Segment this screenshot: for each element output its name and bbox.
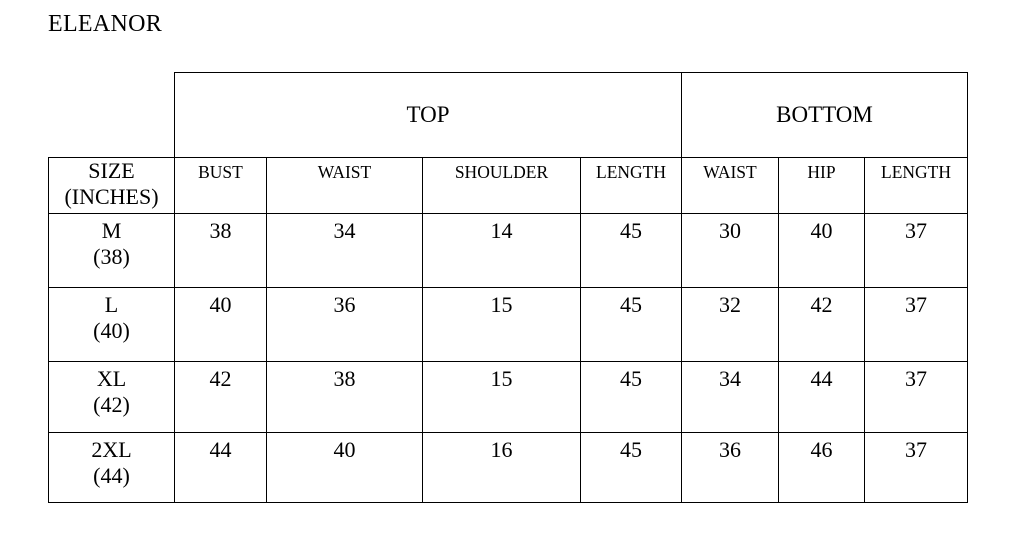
value-cell-top-length: 45 [580,361,682,433]
value-cell-hip: 44 [778,361,865,433]
size-inches: (38) [93,244,130,270]
value-cell-bust: 40 [174,287,267,362]
group-header-top: TOP [174,72,682,158]
value-cell-shoulder: 15 [422,287,581,362]
value-cell-shoulder: 16 [422,432,581,503]
column-header-row: SIZE (INCHES) BUST WAIST SHOULDER LENGTH WAIS… [48,157,968,214]
value-cell-bottom-waist: 30 [681,213,779,288]
value-cell-bottom-waist: 32 [681,287,779,362]
size-inches: (42) [93,392,130,418]
value-cell-hip: 42 [778,287,865,362]
column-header-top-waist: WAIST [266,157,423,214]
value-cell-shoulder: 15 [422,361,581,433]
column-header-bottom-waist: WAIST [681,157,779,214]
size-label: M [101,218,122,243]
value-cell-top-waist: 38 [266,361,423,433]
value-cell-bottom-waist: 34 [681,361,779,433]
value-cell-bottom-length: 37 [864,287,968,362]
value-cell-bottom-length: 37 [864,213,968,288]
size-cell: L (40) [48,287,175,362]
value-cell-bottom-length: 37 [864,432,968,503]
group-header-row: TOP BOTTOM [48,72,968,158]
size-header-cell: SIZE (INCHES) [48,157,175,214]
size-header-label: SIZE [88,158,135,183]
size-label: L [104,292,119,317]
empty-corner-cell [48,72,175,158]
column-header-bust: BUST [174,157,267,214]
size-cell: 2XL (44) [48,432,175,503]
value-cell-top-waist: 34 [266,213,423,288]
size-cell: XL (42) [48,361,175,433]
table-row: L (40) 40 36 15 45 32 42 37 [48,287,968,362]
value-cell-top-waist: 40 [266,432,423,503]
group-header-bottom: BOTTOM [681,72,968,158]
size-cell: M (38) [48,213,175,288]
size-label: XL [96,366,127,391]
size-inches: (40) [93,318,130,344]
size-header-unit: (INCHES) [64,184,159,210]
value-cell-hip: 40 [778,213,865,288]
size-chart-table: TOP BOTTOM SIZE (INCHES) BUST WAIST SHOULDE… [48,72,968,503]
value-cell-top-waist: 36 [266,287,423,362]
column-header-hip: HIP [778,157,865,214]
column-header-bottom-length: LENGTH [864,157,968,214]
document-title: ELEANOR [48,11,163,37]
value-cell-bust: 38 [174,213,267,288]
value-cell-top-length: 45 [580,287,682,362]
value-cell-hip: 46 [778,432,865,503]
value-cell-bust: 42 [174,361,267,433]
table-row: 2XL (44) 44 40 16 45 36 46 37 [48,432,968,503]
value-cell-bottom-waist: 36 [681,432,779,503]
column-header-shoulder: SHOULDER [422,157,581,214]
value-cell-top-length: 45 [580,213,682,288]
value-cell-bottom-length: 37 [864,361,968,433]
table-row: XL (42) 42 38 15 45 34 44 37 [48,361,968,433]
table-row: M (38) 38 34 14 45 30 40 37 [48,213,968,288]
size-inches: (44) [93,463,130,489]
value-cell-bust: 44 [174,432,267,503]
value-cell-top-length: 45 [580,432,682,503]
value-cell-shoulder: 14 [422,213,581,288]
column-header-top-length: LENGTH [580,157,682,214]
size-label: 2XL [91,437,132,462]
